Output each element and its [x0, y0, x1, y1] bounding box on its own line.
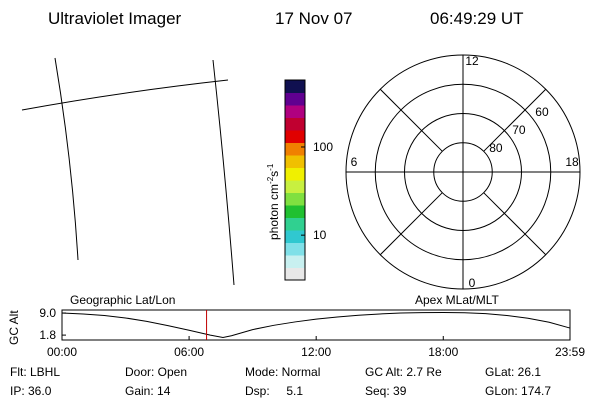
parallel [21, 79, 229, 111]
x-tick-label: 12:00 [301, 345, 331, 359]
meridian [212, 59, 235, 286]
colorbar-segment [285, 230, 305, 243]
left-label: Geographic Lat/Lon [70, 293, 175, 307]
hour-label: 6 [351, 155, 358, 169]
label-sup: -1 [266, 163, 275, 171]
colorbar-frame [284, 79, 306, 281]
title: Ultraviolet Imager [48, 9, 182, 28]
hour-label: 0 [469, 276, 476, 290]
ring-label: 60 [535, 105, 549, 119]
label-part: photon cm [267, 184, 281, 240]
x-tick-label: 18:00 [428, 345, 458, 359]
polar-ring [374, 83, 552, 261]
y-axis-label: GC Alt [7, 310, 21, 345]
time: 06:49:29 UT [430, 9, 524, 28]
x-tick-label: 23:59 [555, 345, 585, 359]
colorbar-segment [285, 255, 305, 268]
hour-label: 12 [465, 54, 479, 68]
status-field: Flt: LBHL [10, 365, 60, 379]
x-tick-label: 06:00 [174, 345, 204, 359]
colorbar-segment [285, 105, 305, 118]
colorbar-segment [285, 117, 305, 131]
right-label: Apex MLat/MLT [415, 293, 499, 307]
ring-label: 70 [512, 123, 526, 137]
colorbar-segment [285, 92, 305, 106]
status-field: Gain: 14 [125, 384, 171, 398]
polar-ring [404, 113, 522, 231]
status-field: Seq: 39 [365, 384, 407, 398]
colorbar-segment [285, 130, 305, 143]
status-field: Mode: Normal [245, 365, 320, 379]
colorbar-segment [285, 180, 305, 193]
colorbar-segment [285, 242, 305, 256]
y-tick-label: 9.0 [39, 306, 56, 320]
colorbar-segment [285, 205, 305, 218]
status-field: IP: 36.0 [10, 384, 52, 398]
status-field: GLat: 26.1 [485, 365, 541, 379]
hour-label: 18 [565, 155, 579, 169]
altitude-line [61, 311, 571, 339]
colorbar-segment [285, 155, 305, 168]
polar-diagonal [379, 88, 443, 152]
colorbar-tick-label: 10 [313, 228, 327, 242]
y-tick-label: 1.8 [39, 328, 56, 342]
colorbar-label: photon cm-2s-1 [266, 163, 281, 240]
polar-diagonal [379, 192, 443, 256]
label-part: s [267, 171, 281, 177]
colorbar-segment [285, 217, 305, 231]
status-field: GC Alt: 2.7 Re [365, 365, 442, 379]
polar-ring [433, 142, 493, 202]
date: 17 Nov 07 [275, 9, 353, 28]
colorbar-segment [285, 192, 305, 206]
label-sup: -2 [266, 176, 275, 184]
status-field: Dsp: 5.1 [245, 384, 303, 398]
colorbar-segment [285, 167, 305, 181]
colorbar-segment [285, 142, 305, 156]
colorbar-segment [285, 80, 305, 93]
ring-label: 80 [489, 141, 503, 155]
x-tick-label: 00:00 [47, 345, 77, 359]
meridian [54, 57, 79, 261]
status-field: GLon: 174.7 [485, 384, 551, 398]
status-field: Door: Open [125, 365, 187, 379]
colorbar-segment [285, 267, 305, 281]
polar-diagonal [483, 88, 547, 152]
polar-diagonal [483, 192, 547, 256]
colorbar-tick-label: 100 [313, 140, 333, 154]
geo-grid [21, 57, 235, 286]
